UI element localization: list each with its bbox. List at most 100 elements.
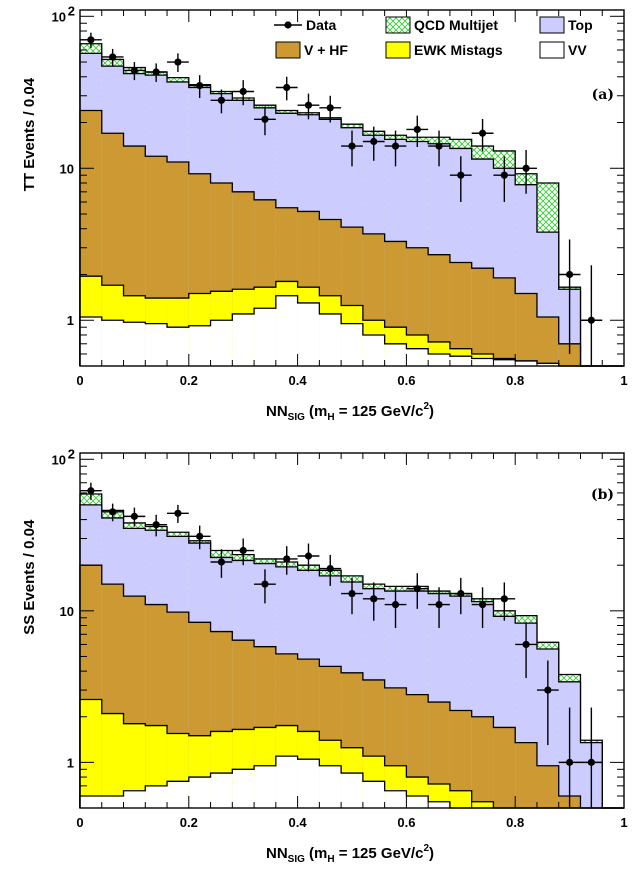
stack-ewk-bin: [123, 723, 146, 808]
stack-vhf-bin: [536, 765, 559, 808]
stack-vv-bin: [80, 317, 102, 366]
x-tick-label: 0.8: [506, 373, 524, 388]
x-tick-label: 0.6: [397, 815, 415, 830]
x-tick-label: 0.4: [289, 373, 308, 388]
x-label-close: ): [429, 403, 434, 420]
data-point: [196, 81, 204, 90]
x-tick-label: 0: [76, 815, 83, 830]
stack-vv-bin: [297, 302, 320, 366]
x-label-close: ): [429, 845, 434, 862]
data-point: [239, 546, 247, 555]
legend-data-marker: [284, 21, 292, 29]
legend-item-ewk: EWK Mistags: [385, 41, 503, 59]
stack-vv-bin: [493, 359, 516, 366]
y-axis-label: SS Events / 0.04: [21, 519, 38, 635]
y-tick-label: 1: [67, 313, 74, 328]
stack-vhf-bin: [536, 317, 559, 366]
stack-vv-bin: [341, 773, 363, 808]
x-tick-label: 0.2: [180, 373, 198, 388]
data-point: [174, 58, 182, 66]
stack-vhf-outline: [79, 564, 624, 809]
stack-top-outline: [79, 52, 624, 367]
stack-vhf-bin: [471, 268, 494, 366]
stack-vv-bin: [319, 765, 342, 808]
data-point: [457, 589, 465, 598]
data-point: [370, 137, 378, 146]
stack-vv-bin: [254, 765, 276, 808]
data-point: [304, 101, 313, 109]
data-point: [217, 96, 226, 104]
x-tick-label: 0.6: [397, 373, 415, 388]
stack-vhf-bin: [558, 343, 581, 366]
stack-vv-bin: [362, 781, 385, 808]
data-point: [130, 66, 138, 75]
x-tick-label: 0.8: [506, 815, 524, 830]
legend-label: QCD Multijet: [414, 17, 498, 33]
y-tick-label: 10: [60, 161, 74, 176]
data-point: [87, 36, 95, 44]
x-tick-label: 1: [620, 373, 627, 388]
stack-vv-bin: [210, 773, 233, 808]
data-point: [522, 640, 530, 649]
stack-vv-bin: [145, 785, 168, 808]
legend-item-data: Data: [274, 17, 337, 33]
stack-ewk-bin: [80, 699, 102, 808]
data-point: [370, 595, 378, 603]
x-label-rest: (m: [305, 403, 328, 420]
stack-vv-bin: [341, 323, 363, 366]
data-point: [348, 589, 356, 598]
stack-top-outline: [79, 504, 624, 809]
stack-vv-bin: [515, 360, 537, 366]
data-point: [566, 270, 574, 279]
data-point: [435, 600, 443, 609]
legend-item-top: Top: [539, 16, 593, 34]
data-point: [87, 487, 95, 495]
stack-ewk-bin: [449, 790, 472, 808]
data-point: [283, 83, 291, 92]
data-point: [478, 129, 487, 137]
y-tick-label: 10: [52, 9, 66, 24]
stack-ewk-outline: [79, 698, 624, 809]
data-point: [457, 171, 465, 179]
y-axis-label: TT Events / 0.04: [21, 77, 38, 191]
x-label-msub: H: [327, 854, 334, 865]
stack-vv-bin: [232, 313, 255, 366]
x-label-sup: 2: [423, 401, 429, 412]
x-label-tail: = 125 GeV/c: [335, 845, 424, 862]
data-point: [435, 142, 443, 150]
stack-vv-bin: [145, 323, 168, 366]
x-axis: 0 0.2 0.4 0.6 0.8 1: [76, 453, 628, 830]
data-point: [130, 512, 138, 520]
data-point: [413, 585, 421, 593]
stack-vv-bin: [80, 795, 102, 808]
plot-frame: [79, 452, 625, 809]
stack-vv-bin: [406, 795, 429, 808]
x-axis-label: NNSIG (mH = 125 GeV/c2): [266, 843, 434, 865]
stack-vv-bin: [384, 790, 407, 808]
stack-vv-bin: [297, 759, 320, 808]
stack-vhf-bin: [515, 293, 537, 366]
legend-item-vhf: V + HF: [275, 41, 348, 59]
data-point: [326, 104, 334, 112]
data-point: [304, 552, 313, 560]
legend-swatch: [539, 41, 565, 59]
legend-label: V + HF: [304, 42, 348, 58]
legend-label: Top: [568, 17, 593, 33]
stack-vv-bin: [471, 358, 494, 366]
stack-vv-bin: [167, 781, 189, 808]
x-tick-label: 0.2: [180, 815, 198, 830]
stack-vhf-bin: [449, 262, 472, 366]
legend-swatch: [385, 16, 411, 34]
stack-vv-bin: [536, 363, 559, 366]
stack-vv-bin: [101, 320, 124, 366]
stack-vv: [79, 755, 624, 809]
stack-vv-bin: [123, 322, 146, 366]
stack-vv-bin: [362, 334, 385, 366]
y-tick-label: 10: [52, 452, 66, 467]
stack-ewk-bin: [101, 713, 124, 808]
data-point: [500, 595, 508, 603]
data-point: [522, 164, 530, 172]
stack-vv-bin: [384, 343, 407, 366]
stack-vv-bin: [275, 756, 298, 808]
